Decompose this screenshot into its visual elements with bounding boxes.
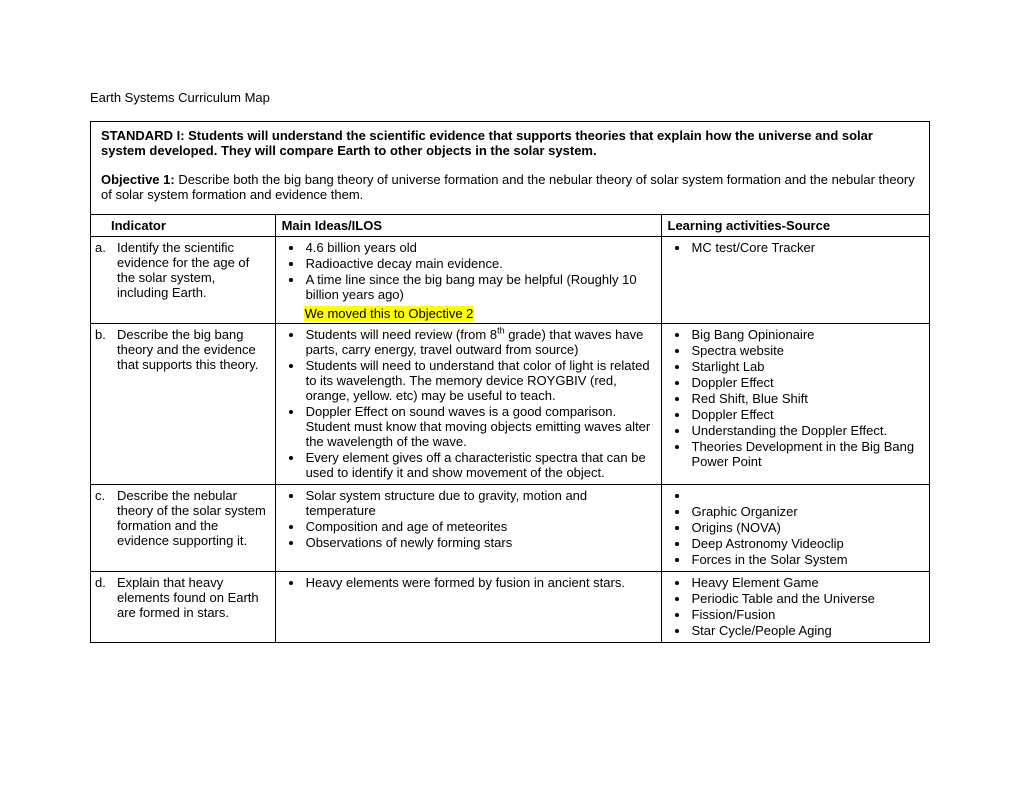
ideas-cell: Solar system structure due to gravity, m… xyxy=(275,485,661,572)
indicator-text: Explain that heavy elements found on Ear… xyxy=(117,575,269,620)
activities-cell: Big Bang Opinionaire Spectra website Sta… xyxy=(661,324,929,485)
activity-item: Star Cycle/People Aging xyxy=(690,623,923,638)
activity-item: Fission/Fusion xyxy=(690,607,923,622)
curriculum-table: Indicator Main Ideas/ILOS Learning activ… xyxy=(90,214,930,643)
activity-item: Periodic Table and the Universe xyxy=(690,591,923,606)
table-row: c. Describe the nebular theory of the so… xyxy=(91,485,930,572)
table-row: b. Describe the big bang theory and the … xyxy=(91,324,930,485)
activities-cell: Heavy Element Game Periodic Table and th… xyxy=(661,572,929,643)
activity-item: Heavy Element Game xyxy=(690,575,923,590)
standard-objective-box: STANDARD I: Students will understand the… xyxy=(90,121,930,214)
objective-text: Objective 1: Describe both the big bang … xyxy=(101,172,919,202)
activity-item: Origins (NOVA) xyxy=(690,520,923,535)
activity-item xyxy=(690,488,923,503)
indicator-cell: c. Describe the nebular theory of the so… xyxy=(91,485,276,572)
activity-item: Starlight Lab xyxy=(690,359,923,374)
activity-item: Forces in the Solar System xyxy=(690,552,923,567)
objective-label: Objective 1: xyxy=(101,172,175,187)
table-header-row: Indicator Main Ideas/ILOS Learning activ… xyxy=(91,215,930,237)
indicator-cell: d. Explain that heavy elements found on … xyxy=(91,572,276,643)
ideas-cell: Students will need review (from 8th grad… xyxy=(275,324,661,485)
idea-item: Solar system structure due to gravity, m… xyxy=(304,488,655,518)
indicator-text: Identify the scientific evidence for the… xyxy=(117,240,269,300)
ideas-cell: Heavy elements were formed by fusion in … xyxy=(275,572,661,643)
idea-item: Observations of newly forming stars xyxy=(304,535,655,550)
indicator-cell: a. Identify the scientific evidence for … xyxy=(91,237,276,324)
standard-text: STANDARD I: Students will understand the… xyxy=(101,128,919,158)
idea-item: Every element gives off a characteristic… xyxy=(304,450,655,480)
header-activities: Learning activities-Source xyxy=(661,215,929,237)
header-indicator: Indicator xyxy=(91,215,276,237)
idea-item: Radioactive decay main evidence. xyxy=(304,256,655,271)
ideas-cell: 4.6 billion years old Radioactive decay … xyxy=(275,237,661,324)
activities-cell: Graphic Organizer Origins (NOVA) Deep As… xyxy=(661,485,929,572)
indicator-letter: c. xyxy=(95,488,117,548)
indicator-letter: d. xyxy=(95,575,117,620)
objective-body: Describe both the big bang theory of uni… xyxy=(101,172,915,202)
activity-item: Theories Development in the Big Bang Pow… xyxy=(690,439,923,469)
activity-item: Big Bang Opinionaire xyxy=(690,327,923,342)
indicator-text: Describe the nebular theory of the solar… xyxy=(117,488,269,548)
idea-item: Students will need to understand that co… xyxy=(304,358,655,403)
idea-item: Heavy elements were formed by fusion in … xyxy=(304,575,655,590)
idea-item: Composition and age of meteorites xyxy=(304,519,655,534)
idea-item: Doppler Effect on sound waves is a good … xyxy=(304,404,655,449)
indicator-letter: a. xyxy=(95,240,117,300)
activity-item: MC test/Core Tracker xyxy=(690,240,923,255)
activity-item: Graphic Organizer xyxy=(690,504,923,519)
idea-item: 4.6 billion years old xyxy=(304,240,655,255)
document-title: Earth Systems Curriculum Map xyxy=(90,90,930,105)
highlight-note: We moved this to Objective 2 xyxy=(304,306,475,321)
indicator-text: Describe the big bang theory and the evi… xyxy=(117,327,269,372)
activity-item: Spectra website xyxy=(690,343,923,358)
idea-item: A time line since the big bang may be he… xyxy=(304,272,655,302)
table-row: a. Identify the scientific evidence for … xyxy=(91,237,930,324)
activity-item: Doppler Effect xyxy=(690,407,923,422)
header-ideas: Main Ideas/ILOS xyxy=(275,215,661,237)
activities-cell: MC test/Core Tracker xyxy=(661,237,929,324)
activity-item: Deep Astronomy Videoclip xyxy=(690,536,923,551)
activity-item: Understanding the Doppler Effect. xyxy=(690,423,923,438)
indicator-cell: b. Describe the big bang theory and the … xyxy=(91,324,276,485)
activity-item: Doppler Effect xyxy=(690,375,923,390)
idea-item: Students will need review (from 8th grad… xyxy=(304,327,655,357)
table-row: d. Explain that heavy elements found on … xyxy=(91,572,930,643)
indicator-letter: b. xyxy=(95,327,117,372)
activity-item: Red Shift, Blue Shift xyxy=(690,391,923,406)
